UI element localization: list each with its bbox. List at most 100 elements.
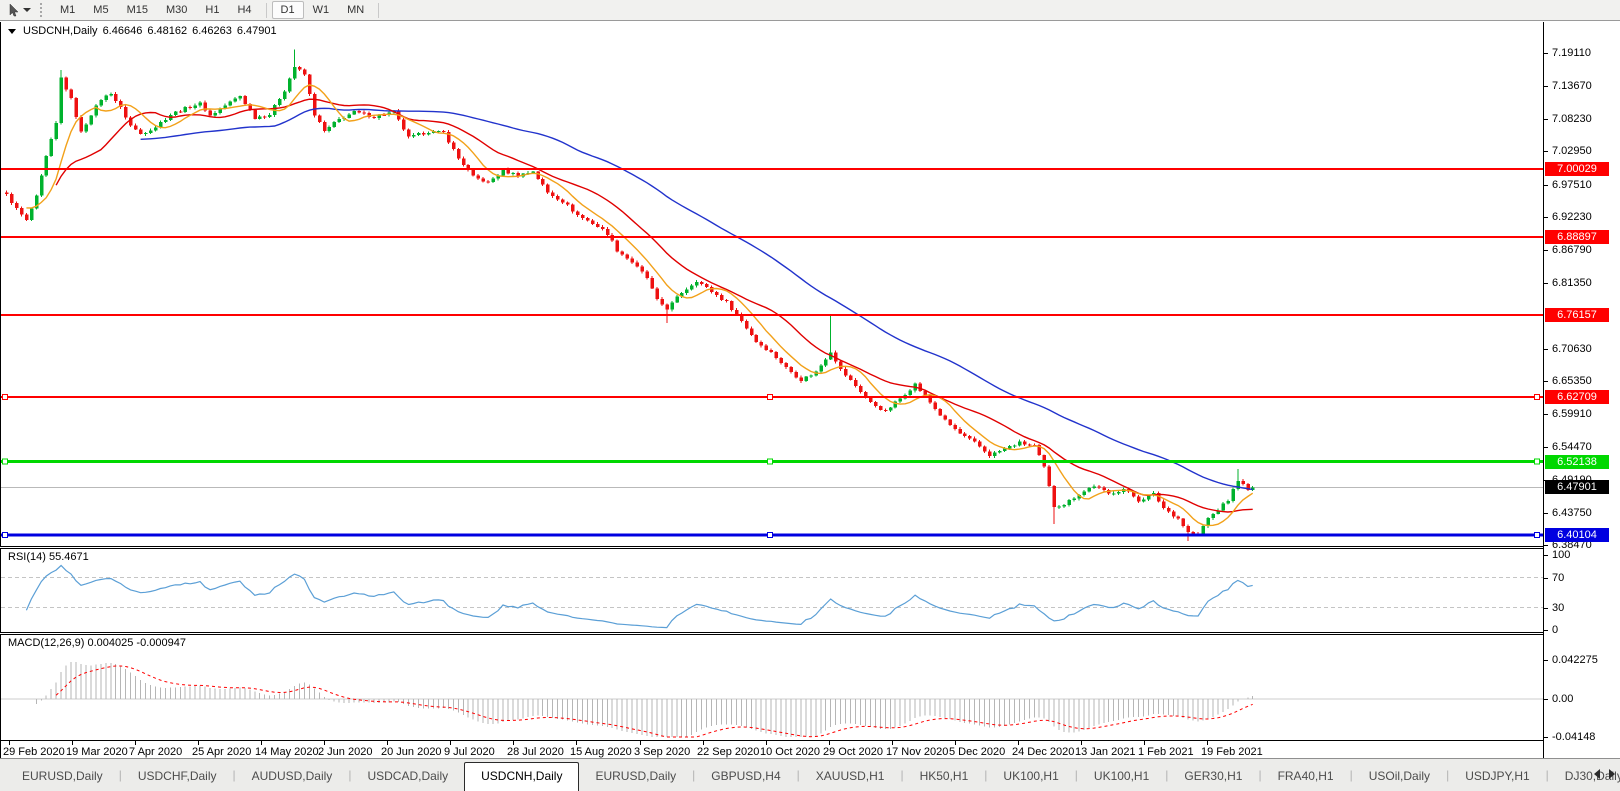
chart-tab-gbpusd-h4[interactable]: GBPUSD,H4 xyxy=(711,769,781,783)
timeframe-button-d1[interactable]: D1 xyxy=(271,1,304,19)
macd-chart[interactable] xyxy=(1,635,1544,740)
price-tick xyxy=(1544,217,1548,218)
tab-scroll-left-icon[interactable] xyxy=(1594,769,1600,779)
price-level-badge: 6.88897 xyxy=(1545,230,1609,244)
macd-label: MACD(12,26,9) 0.004025 -0.000947 xyxy=(8,637,186,649)
date-tick xyxy=(450,741,451,745)
horizontal-lines xyxy=(1,168,1544,538)
hline-handle[interactable] xyxy=(2,531,8,538)
hline-handle[interactable] xyxy=(1534,531,1540,538)
tab-separator: | xyxy=(1349,768,1353,782)
timeframe-button-m5[interactable]: M5 xyxy=(93,4,109,16)
price-tick-label: 6.54470 xyxy=(1552,441,1592,453)
main-chart-pane[interactable]: USDCNH,Daily 6.46646 6.48162 6.46263 6.4… xyxy=(0,22,1544,546)
chart-tab-hk50-h1[interactable]: HK50,H1 xyxy=(919,769,969,783)
chart-tab-dj30-daily[interactable]: DJ30,Daily xyxy=(1564,769,1620,783)
price-tick xyxy=(1544,119,1548,120)
date-tick xyxy=(1081,741,1082,745)
date-tick-label: 15 Aug 2020 xyxy=(570,746,632,758)
chart-tab-usdcad-daily[interactable]: USDCAD,Daily xyxy=(367,769,449,783)
timeframe-button-h4[interactable]: H4 xyxy=(237,4,252,16)
rsi-tick xyxy=(1544,555,1548,556)
chart-tab-uk100-h1[interactable]: UK100,H1 xyxy=(1093,769,1150,783)
rsi-tick xyxy=(1544,630,1548,631)
date-axis[interactable]: 29 Feb 2020 19 Mar 2020 7 Apr 2020 25 Apr 2… xyxy=(0,740,1543,758)
tab-separator: | xyxy=(1258,768,1262,782)
date-tick xyxy=(766,741,767,745)
price-tick-label: 6.59910 xyxy=(1552,408,1592,420)
price-tick-label: 7.13670 xyxy=(1552,80,1592,92)
chart-tab-fra40-h1[interactable]: FRA40,H1 xyxy=(1277,769,1334,783)
date-tick xyxy=(198,741,199,745)
chart-tab-usoil-daily[interactable]: USOil,Daily xyxy=(1368,769,1431,783)
hline-handle[interactable] xyxy=(2,393,8,400)
date-tick-label: 29 Feb 2020 xyxy=(3,746,65,758)
hline-handle[interactable] xyxy=(767,458,773,465)
date-tick xyxy=(1207,741,1208,745)
date-tick xyxy=(955,741,956,745)
date-tick xyxy=(72,741,73,745)
rsi-tick xyxy=(1544,608,1548,609)
hline-handle[interactable] xyxy=(767,393,773,400)
hline-handle[interactable] xyxy=(1534,458,1540,465)
tab-separator: | xyxy=(1165,768,1169,782)
price-tick-label: 6.65350 xyxy=(1552,375,1592,387)
timeframe-button-mn[interactable]: MN xyxy=(347,4,365,16)
date-tick-label: 7 Apr 2020 xyxy=(129,746,183,758)
price-tick-label: 7.19110 xyxy=(1552,47,1591,59)
chart-tab-xauusd-h1[interactable]: XAUUSD,H1 xyxy=(815,769,885,783)
timeframe-button-m15[interactable]: M15 xyxy=(126,4,148,16)
hline-handle[interactable] xyxy=(1534,393,1540,400)
timeframe-button-m1[interactable]: M1 xyxy=(60,4,76,16)
pane-splitter[interactable] xyxy=(0,546,1543,549)
price-tick xyxy=(1544,86,1548,87)
candlestick-chart[interactable] xyxy=(1,22,1544,546)
chart-tab-eurusd-daily[interactable]: EURUSD,Daily xyxy=(22,769,103,783)
rsi-tick-label: 70 xyxy=(1552,572,1565,584)
tab-separator: | xyxy=(1545,768,1549,782)
date-tick-label: 20 Jun 2020 xyxy=(381,746,442,758)
timeframe-button-h1[interactable]: H1 xyxy=(205,4,220,16)
rsi-tick xyxy=(1544,578,1548,579)
symbol-dropdown-icon[interactable] xyxy=(8,28,16,34)
date-tick xyxy=(703,741,704,745)
cursor-tool-button[interactable] xyxy=(4,2,34,18)
date-tick xyxy=(513,741,514,745)
price-tick-label: 6.43750 xyxy=(1552,507,1592,519)
macd-pane[interactable]: MACD(12,26,9) 0.004025 -0.000947 xyxy=(0,635,1544,740)
chart-tab-audusd-daily[interactable]: AUDUSD,Daily xyxy=(251,769,333,783)
rsi-pane[interactable]: RSI(14) 55.4671 xyxy=(0,549,1544,632)
tab-separator: | xyxy=(232,768,236,782)
tab-scroll-right-icon[interactable] xyxy=(1609,769,1615,779)
rsi-chart[interactable] xyxy=(1,549,1544,632)
chart-tab-usdchf-daily[interactable]: USDCHF,Daily xyxy=(137,769,217,783)
date-tick xyxy=(1018,741,1019,745)
hline-handle[interactable] xyxy=(2,458,8,465)
macd-signal-line xyxy=(55,665,1253,738)
hline-handle[interactable] xyxy=(767,531,773,538)
current-price-badge: 6.47901 xyxy=(1545,480,1609,494)
macd-tick xyxy=(1544,737,1548,738)
pane-splitter[interactable] xyxy=(0,632,1543,635)
chart-tab-eurusd-daily[interactable]: EURUSD,Daily xyxy=(595,769,677,783)
date-tick xyxy=(387,741,388,745)
chart-tab-usdjpy-h1[interactable]: USDJPY,H1 xyxy=(1465,769,1530,783)
tab-separator: | xyxy=(984,768,988,782)
date-tick-label: 9 Jul 2020 xyxy=(444,746,495,758)
chart-tab-usdcnh-daily[interactable]: USDCNH,Daily xyxy=(464,762,580,791)
cursor-tool-icon xyxy=(9,3,19,17)
price-axis[interactable]: 7.19110 7.13670 7.08230 7.02950 6.97510 6.922… xyxy=(1543,22,1620,758)
timeframe-button-w1[interactable]: W1 xyxy=(312,4,330,16)
chart-tabs: EURUSD,Daily | USDCHF,Daily | AUDUSD,Daily | U… xyxy=(6,759,1620,791)
toolbar-grip[interactable] xyxy=(40,3,44,17)
date-tick xyxy=(829,741,830,745)
chart-tab-ger30-h1[interactable]: GER30,H1 xyxy=(1184,769,1243,783)
price-tick xyxy=(1544,151,1548,152)
ohlc-open: 6.46646 xyxy=(102,25,143,37)
date-tick-label: 22 Sep 2020 xyxy=(697,746,760,758)
date-tick xyxy=(1144,741,1145,745)
date-tick xyxy=(9,741,10,745)
timeframe-button-m30[interactable]: M30 xyxy=(165,4,188,16)
chart-tab-uk100-h1[interactable]: UK100,H1 xyxy=(1003,769,1059,783)
dropdown-caret-icon[interactable] xyxy=(23,8,31,12)
